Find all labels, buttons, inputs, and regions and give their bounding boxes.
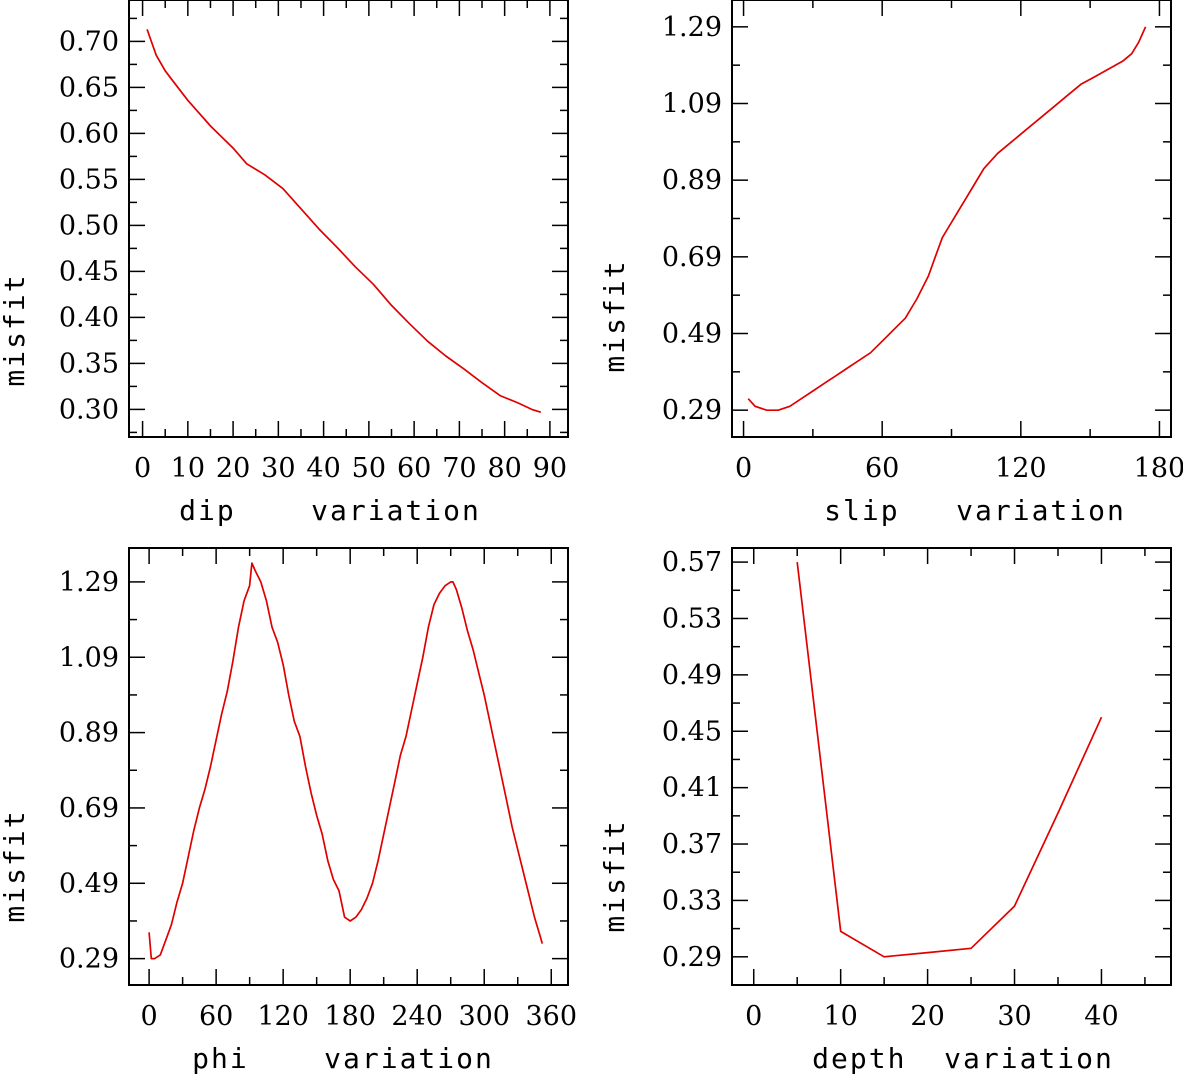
y-axis-label: misfit [0, 809, 31, 922]
x-tick-label: 0 [134, 453, 151, 484]
y-axis-label: misfit [598, 259, 631, 372]
x-tick-label: 10 [823, 1001, 857, 1032]
y-tick-label: 0.45 [59, 256, 119, 287]
x-tick-labels: 0 60 120 180 [735, 453, 1183, 484]
tick-marks [129, 548, 568, 985]
y-tick-label: 1.09 [59, 642, 119, 673]
misfit-curve [796, 562, 1103, 958]
x-tick-label: 120 [995, 453, 1047, 484]
x-axis-label: phi variation [192, 1042, 494, 1075]
y-tick-label: 0.49 [662, 319, 722, 350]
x-tick-label: 30 [261, 453, 295, 484]
y-tick-label: 0.60 [59, 118, 119, 149]
tick-marks [732, 0, 1171, 437]
x-tick-labels: 0 60 120 180 240 300 360 [141, 1001, 578, 1032]
y-tick-label: 0.50 [59, 210, 119, 241]
y-tick-label: 0.35 [59, 348, 119, 379]
y-tick-label: 0.40 [59, 302, 119, 333]
x-tick-label: 40 [306, 453, 340, 484]
y-tick-label: 0.65 [59, 72, 119, 103]
y-axis-label: misfit [598, 819, 631, 932]
y-tick-label: 1.29 [59, 567, 119, 598]
x-tick-label: 60 [199, 1001, 233, 1032]
y-tick-labels: 1.29 1.09 0.89 0.69 0.49 0.29 [59, 567, 119, 975]
x-axis-label: slip variation [824, 494, 1126, 527]
y-tick-label: 0.29 [662, 395, 722, 426]
plot-frame [731, 547, 1172, 986]
x-tick-labels: 0 10 20 30 40 50 60 70 80 90 [134, 453, 567, 484]
y-axis-label: misfit [0, 273, 31, 386]
x-tick-label: 80 [487, 453, 521, 484]
misfit-curve [148, 562, 544, 960]
y-tick-label: 0.89 [59, 718, 119, 749]
y-tick-label: 0.33 [662, 885, 722, 916]
x-tick-label: 30 [997, 1001, 1031, 1032]
y-tick-label: 0.69 [59, 793, 119, 824]
x-tick-label: 0 [141, 1001, 158, 1032]
y-tick-label: 0.53 [662, 603, 722, 634]
y-tick-label: 0.57 [662, 547, 722, 578]
x-tick-label: 240 [391, 1001, 443, 1032]
x-tick-label: 90 [533, 453, 567, 484]
x-tick-label: 20 [910, 1001, 944, 1032]
y-tick-label: 1.09 [662, 89, 722, 120]
x-tick-label: 20 [216, 453, 250, 484]
y-tick-labels: 0.57 0.53 0.49 0.45 0.41 0.37 0.33 0.29 [662, 547, 722, 973]
plot-frame [731, 0, 1172, 438]
x-axis-label: dip variation [179, 494, 481, 527]
x-tick-label: 180 [324, 1001, 376, 1032]
y-tick-labels: 0.70 0.65 0.60 0.55 0.50 0.45 0.40 0.35 0.30 [59, 26, 119, 425]
y-tick-label: 0.29 [59, 944, 119, 975]
x-tick-label: 60 [397, 453, 431, 484]
y-tick-label: 0.41 [662, 773, 722, 804]
phi-variation-panel: 0 60 120 180 240 300 360 1.29 1.09 0.89 0.69 0.49 0… [0, 547, 578, 1075]
x-tick-label: 50 [352, 453, 386, 484]
misfit-curve [146, 29, 542, 414]
x-tick-label: 70 [442, 453, 476, 484]
y-tick-label: 0.30 [59, 394, 119, 425]
x-axis-label: depth variation [812, 1042, 1114, 1075]
y-tick-label: 0.37 [662, 829, 722, 860]
tick-marks [732, 548, 1171, 986]
y-tick-label: 0.55 [59, 164, 119, 195]
y-tick-label: 1.29 [662, 12, 722, 43]
x-tick-label: 10 [171, 453, 205, 484]
x-tick-label: 0 [735, 453, 752, 484]
y-tick-label: 0.70 [59, 26, 119, 57]
y-tick-label: 0.49 [59, 868, 119, 899]
y-tick-label: 0.49 [662, 660, 722, 691]
plot-frame [128, 547, 569, 986]
x-tick-label: 360 [525, 1001, 577, 1032]
y-tick-label: 0.89 [662, 165, 722, 196]
x-tick-label: 0 [745, 1001, 762, 1032]
slip-variation-panel: 0 60 120 180 1.29 1.09 0.89 0.69 0.49 0.29 slip … [598, 0, 1183, 527]
y-tick-labels: 1.29 1.09 0.89 0.69 0.49 0.29 [662, 12, 722, 426]
plot-frame [128, 0, 569, 438]
dip-variation-panel: 0 10 20 30 40 50 60 70 80 90 0.70 0.65 0.60 0.55 0.50… [0, 0, 569, 527]
x-tick-label: 40 [1084, 1001, 1118, 1032]
depth-variation-panel: 0 10 20 30 40 0.570.530.490.450.410.370.330.… [598, 547, 1172, 1075]
y-tick-label: 0.69 [662, 242, 722, 273]
y-tick-label: 0.29 [662, 942, 722, 973]
y-tick-label: 0.45 [662, 716, 722, 747]
x-tick-label: 300 [458, 1001, 510, 1032]
tick-marks [129, 0, 568, 437]
x-tick-label: 120 [257, 1001, 309, 1032]
x-tick-labels: 0 10 20 30 40 [745, 1001, 1118, 1032]
x-tick-label: 60 [865, 453, 899, 484]
x-tick-label: 180 [1134, 453, 1183, 484]
misfit-curve [747, 26, 1147, 412]
